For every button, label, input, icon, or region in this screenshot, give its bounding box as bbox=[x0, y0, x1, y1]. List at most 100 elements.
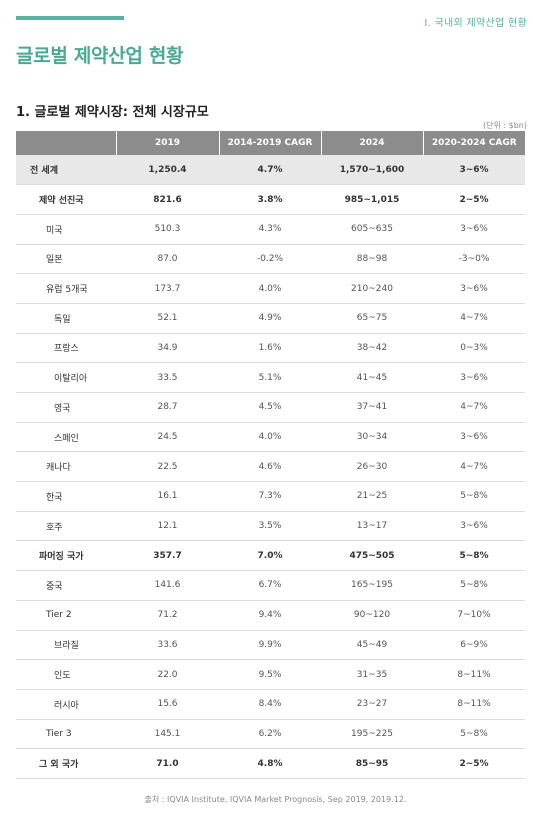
table-row: 러시아 15.6 8.4% 23~27 8~11% bbox=[16, 689, 525, 720]
value-2024: 65~75 bbox=[321, 303, 423, 334]
value-2019: 24.5 bbox=[116, 422, 219, 453]
value-2024: 195~225 bbox=[321, 719, 423, 750]
cagr-2014-2019: 8.4% bbox=[219, 689, 321, 720]
cagr-2020-2024: 4~7% bbox=[423, 303, 525, 334]
cagr-2020-2024: 8~11% bbox=[423, 659, 525, 690]
cagr-2020-2024: 5~8% bbox=[423, 570, 525, 601]
cagr-2014-2019: 4.3% bbox=[219, 214, 321, 245]
cagr-2020-2024: 4~7% bbox=[423, 392, 525, 423]
cagr-2020-2024: 5~8% bbox=[423, 481, 525, 512]
table-row: 인도 22.0 9.5% 31~35 8~11% bbox=[16, 659, 525, 690]
column-header-cagr-2020-2024: 2020-2024 CAGR bbox=[422, 131, 525, 155]
value-2019: 33.5 bbox=[116, 362, 219, 393]
row-name: 호주 bbox=[16, 511, 116, 542]
row-name: 한국 bbox=[16, 481, 116, 512]
column-header-region bbox=[16, 131, 116, 155]
value-2024: 37~41 bbox=[321, 392, 423, 423]
cagr-2014-2019: 4.0% bbox=[219, 422, 321, 453]
cagr-2014-2019: 1.6% bbox=[219, 333, 321, 364]
value-2019: 15.6 bbox=[116, 689, 219, 720]
cagr-2020-2024: 3~6% bbox=[423, 214, 525, 245]
table-title: 1. 글로벌 제약시장: 전체 시장규모 bbox=[16, 105, 209, 120]
value-2019: 821.6 bbox=[116, 184, 219, 215]
row-name: 브라질 bbox=[16, 630, 116, 661]
cagr-2020-2024: 3~6% bbox=[423, 155, 525, 186]
table-row: 그 외 국가 71.0 4.8% 85~95 2~5% bbox=[16, 748, 525, 779]
value-2024: 13~17 bbox=[321, 511, 423, 542]
value-2024: 605~635 bbox=[321, 214, 423, 245]
table-row: 제약 선진국 821.6 3.8% 985~1,015 2~5% bbox=[16, 184, 525, 215]
column-header-2024: 2024 bbox=[320, 131, 423, 155]
table-row: 호주 12.1 3.5% 13~17 3~6% bbox=[16, 511, 525, 542]
value-2024: 985~1,015 bbox=[321, 184, 423, 215]
table-row: 프랑스 34.9 1.6% 38~42 0~3% bbox=[16, 333, 525, 364]
cagr-2014-2019: 4.8% bbox=[219, 748, 321, 779]
cagr-2014-2019: 7.3% bbox=[219, 481, 321, 512]
table-row: 중국 141.6 6.7% 165~195 5~8% bbox=[16, 570, 525, 601]
cagr-2020-2024: 2~5% bbox=[423, 184, 525, 215]
row-name: 독일 bbox=[16, 303, 116, 334]
cagr-2020-2024: 7~10% bbox=[423, 600, 525, 631]
table-row: 미국 510.3 4.3% 605~635 3~6% bbox=[16, 214, 525, 245]
value-2019: 28.7 bbox=[116, 392, 219, 423]
table-row: 이탈리아 33.5 5.1% 41~45 3~6% bbox=[16, 362, 525, 393]
cagr-2014-2019: 6.2% bbox=[219, 719, 321, 750]
row-name: 전 세계 bbox=[16, 155, 116, 186]
value-2024: 23~27 bbox=[321, 689, 423, 720]
value-2024: 165~195 bbox=[321, 570, 423, 601]
row-name: 중국 bbox=[16, 570, 116, 601]
value-2019: 141.6 bbox=[116, 570, 219, 601]
value-2019: 33.6 bbox=[116, 630, 219, 661]
value-2019: 1,250.4 bbox=[116, 155, 219, 186]
table-row: 파머징 국가 357.7 7.0% 475~505 5~8% bbox=[16, 540, 525, 572]
cagr-2020-2024: 6~9% bbox=[423, 630, 525, 661]
row-name: 캐나다 bbox=[16, 451, 116, 483]
table-row: 스페인 24.5 4.0% 30~34 3~6% bbox=[16, 422, 525, 453]
table-row: Tier 2 71.2 9.4% 90~120 7~10% bbox=[16, 600, 525, 631]
cagr-2020-2024: 2~5% bbox=[423, 748, 525, 779]
value-2019: 173.7 bbox=[116, 273, 219, 304]
row-name: 유럽 5개국 bbox=[16, 273, 116, 304]
value-2019: 12.1 bbox=[116, 511, 219, 542]
row-name: Tier 3 bbox=[16, 719, 116, 750]
cagr-2014-2019: -0.2% bbox=[219, 244, 321, 275]
value-2019: 22.0 bbox=[116, 659, 219, 690]
table-row: 유럽 5개국 173.7 4.0% 210~240 3~6% bbox=[16, 273, 525, 304]
row-name: 미국 bbox=[16, 214, 116, 245]
cagr-2014-2019: 3.8% bbox=[219, 184, 321, 215]
value-2019: 145.1 bbox=[116, 719, 219, 750]
value-2019: 71.0 bbox=[116, 748, 219, 779]
cagr-2014-2019: 3.5% bbox=[219, 511, 321, 542]
value-2019: 16.1 bbox=[116, 481, 219, 512]
value-2019: 52.1 bbox=[116, 303, 219, 334]
cagr-2020-2024: 5~8% bbox=[423, 719, 525, 750]
table-row: 영국 28.7 4.5% 37~41 4~7% bbox=[16, 392, 525, 423]
row-name: 러시아 bbox=[16, 689, 116, 720]
cagr-2014-2019: 4.0% bbox=[219, 273, 321, 304]
value-2024: 45~49 bbox=[321, 630, 423, 661]
table-row: 브라질 33.6 9.9% 45~49 6~9% bbox=[16, 630, 525, 661]
value-2019: 71.2 bbox=[116, 600, 219, 631]
row-name: 스페인 bbox=[16, 422, 116, 453]
cagr-2020-2024: 4~7% bbox=[423, 451, 525, 483]
cagr-2020-2024: 0~3% bbox=[423, 333, 525, 364]
value-2024: 30~34 bbox=[321, 422, 423, 453]
cagr-2020-2024: 8~11% bbox=[423, 689, 525, 720]
row-name: 인도 bbox=[16, 659, 116, 690]
cagr-2014-2019: 7.0% bbox=[219, 540, 321, 572]
column-header-cagr-2014-2019: 2014-2019 CAGR bbox=[218, 131, 321, 155]
market-size-table: 2019 2014-2019 CAGR 2024 2020-2024 CAGR … bbox=[16, 131, 525, 779]
row-name: 일본 bbox=[16, 244, 116, 275]
source-note: 출처 : IQVIA Institute, IQVIA Market Progn… bbox=[144, 795, 407, 804]
value-2024: 31~35 bbox=[321, 659, 423, 690]
value-2024: 26~30 bbox=[321, 451, 423, 483]
cagr-2020-2024: 3~6% bbox=[423, 511, 525, 542]
cagr-2014-2019: 4.6% bbox=[219, 451, 321, 483]
cagr-2014-2019: 9.5% bbox=[219, 659, 321, 690]
value-2024: 88~98 bbox=[321, 244, 423, 275]
cagr-2014-2019: 4.5% bbox=[219, 392, 321, 423]
table-row: 독일 52.1 4.9% 65~75 4~7% bbox=[16, 303, 525, 334]
row-name: 그 외 국가 bbox=[16, 748, 116, 779]
row-name: 이탈리아 bbox=[16, 362, 116, 393]
cagr-2014-2019: 4.7% bbox=[219, 155, 321, 186]
